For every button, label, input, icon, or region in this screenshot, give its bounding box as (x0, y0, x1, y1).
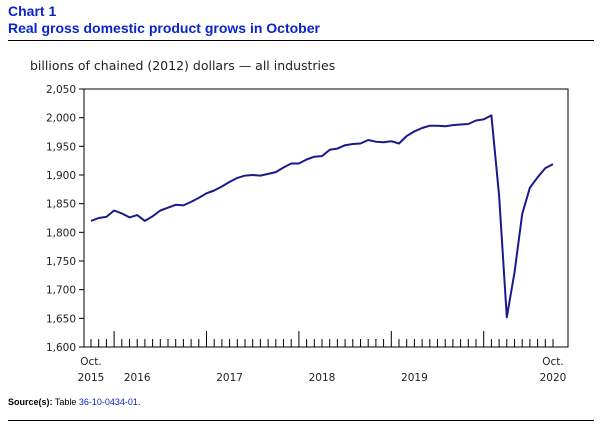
x-year-label: 2019 (401, 372, 428, 384)
y-tick-label: 1,900 (46, 170, 76, 182)
y-tick-label: 2,000 (46, 113, 76, 125)
series-line-all-industries (90, 114, 554, 319)
y-tick-label: 2,050 (46, 84, 76, 96)
chart-title: Real gross domestic product grows in Oct… (8, 20, 320, 36)
y-tick-label: 1,750 (46, 256, 76, 268)
y-tick-label: 1,600 (46, 342, 76, 354)
source-table-link[interactable]: 36-10-0434-01 (78, 397, 138, 407)
x-year-label: 2017 (216, 372, 243, 384)
x-year-label: 2015 (78, 372, 105, 384)
source-note: Source(s): Table 36-10-0434-01. (8, 397, 140, 407)
source-end: . (137, 397, 141, 407)
plot-frame (83, 88, 569, 348)
x-year-label: 2020 (540, 372, 567, 384)
y-tick-label: 1,650 (46, 313, 76, 325)
x-year-label: 2018 (309, 372, 336, 384)
x-year-label: 2016 (124, 372, 151, 384)
top-divider (8, 40, 594, 41)
y-tick-label: 1,800 (46, 227, 76, 239)
y-tick-label: 1,950 (46, 141, 76, 153)
y-axis-units-label: billions of chained (2012) dollars — all… (30, 58, 336, 73)
y-tick-label: 1,700 (46, 285, 76, 297)
source-text: Table (54, 397, 79, 407)
source-label: Source(s): (8, 397, 53, 407)
y-tick-label: 1,850 (46, 199, 76, 211)
x-axis: Oct. 2015 2016 2017 2018 2019 Oct. 2020 (78, 331, 567, 384)
bottom-divider (8, 420, 594, 421)
x-month-label: Oct. (542, 356, 564, 368)
x-month-label: Oct. (80, 356, 102, 368)
y-axis: 1,600 1,650 1,700 1,750 1,800 1,850 1,900 1,950… (46, 84, 84, 354)
chart-number: Chart 1 (8, 3, 57, 19)
